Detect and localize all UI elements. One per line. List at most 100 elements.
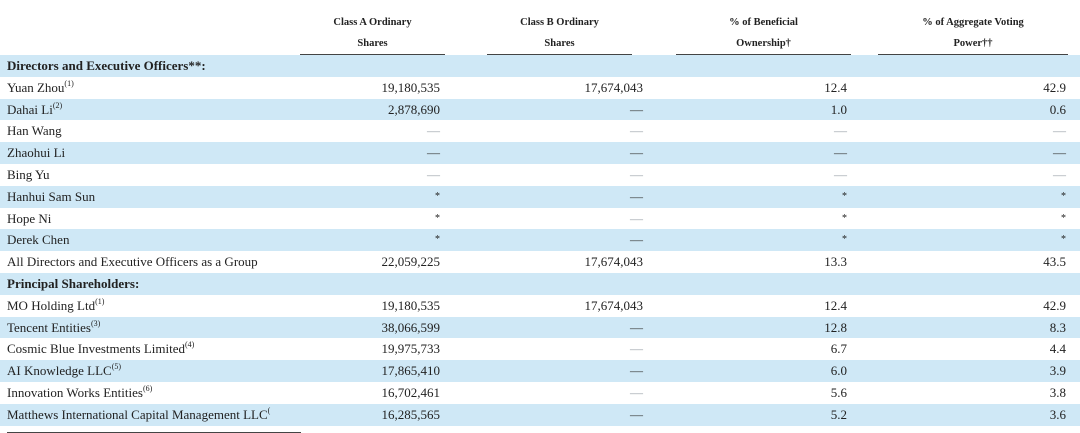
row-label: Matthews International Capital Managemen…: [7, 405, 271, 422]
cell-c: *: [842, 190, 847, 202]
cell-a: —: [427, 145, 440, 161]
row-label: Cosmic Blue Investments Limited(4): [7, 340, 195, 357]
table-row: Hope Ni * — * *: [0, 208, 1080, 230]
table-row: Yuan Zhou(1) 19,180,535 17,674,043 12.4 42.9: [0, 77, 1080, 99]
cell-b: —: [630, 188, 643, 204]
header-underline: [676, 54, 851, 55]
cell-b: —: [630, 319, 643, 335]
cell-a: —: [427, 123, 440, 139]
row-label: Innovation Works Entities(6): [7, 383, 153, 400]
table-row: Cosmic Blue Investments Limited(4) 19,975…: [0, 338, 1080, 360]
row-label: Hope Ni: [7, 210, 52, 226]
row-label: Zhaohui Li: [7, 145, 66, 161]
header-beneficial-ownership: % of Beneficial Ownership†: [676, 12, 851, 55]
cell-d: 4.4: [1049, 341, 1066, 357]
cell-d: *: [1061, 190, 1066, 202]
footnote-ref: (: [267, 405, 271, 415]
footnote-ref: (6): [142, 383, 153, 393]
header-voting-line1: % of Aggregate Voting: [922, 17, 1024, 28]
footnote-ref: (4): [185, 340, 195, 350]
header-class-b: Class B Ordinary Shares: [487, 12, 632, 55]
cell-d: 42.9: [1043, 79, 1066, 95]
cell-d: —: [1053, 145, 1066, 161]
header-voting-power: % of Aggregate Voting Power††: [878, 12, 1068, 55]
cell-a: 16,285,565: [381, 406, 441, 422]
cell-b: —: [630, 123, 643, 139]
table-row: AI Knowledge LLC(5) 17,865,410 — 6.0 3.9: [0, 360, 1080, 382]
footnote-ref: (1): [95, 296, 105, 306]
cell-d: 0.6: [1049, 101, 1066, 117]
cell-a: *: [435, 190, 440, 202]
cell-c: 5.2: [830, 406, 847, 422]
row-label: Bing Yu: [7, 166, 50, 182]
header-class-a: Class A Ordinary Shares: [300, 12, 445, 55]
header-class-b-line1: Class B Ordinary: [520, 17, 599, 28]
header-class-a-line2: Shares: [357, 38, 388, 49]
cell-d: —: [1053, 166, 1066, 182]
cell-d: *: [1061, 234, 1066, 246]
header-beneficial-line1: % of Beneficial: [729, 17, 798, 28]
cell-b: 17,674,043: [584, 297, 644, 313]
row-label: Han Wang: [7, 123, 62, 139]
ownership-table: Directors and Executive Officers**: Yuan …: [0, 55, 1080, 426]
row-label: Tencent Entities(3): [7, 318, 101, 335]
cell-d: 3.9: [1049, 363, 1066, 379]
cell-d: 3.8: [1049, 384, 1066, 400]
row-label: Principal Shareholders:: [7, 275, 140, 291]
row-label: Yuan Zhou(1): [7, 78, 74, 95]
footnote-ref: (1): [64, 78, 74, 88]
cell-c: 12.4: [824, 79, 847, 95]
cell-b: —: [630, 384, 643, 400]
row-label: MO Holding Ltd(1): [7, 296, 105, 313]
cell-b: —: [630, 232, 643, 248]
cell-a: 16,702,461: [381, 384, 441, 400]
cell-d: —: [1053, 123, 1066, 139]
table-row: All Directors and Executive Officers as …: [0, 251, 1080, 273]
cell-d: 42.9: [1043, 297, 1066, 313]
cell-b: —: [630, 406, 643, 422]
footnote-ref: (3): [90, 318, 101, 328]
cell-a: 2,878,690: [388, 101, 440, 117]
table-row: MO Holding Ltd(1) 19,180,535 17,674,043 12.…: [0, 295, 1080, 317]
cell-b: —: [630, 101, 643, 117]
header-beneficial-line2: Ownership†: [736, 38, 791, 49]
cell-a: 22,059,225: [381, 254, 441, 270]
cell-b: —: [630, 145, 643, 161]
cell-a: 17,865,410: [381, 363, 441, 379]
section-header-row: Directors and Executive Officers**:: [0, 55, 1080, 77]
row-label: Derek Chen: [7, 232, 70, 248]
header-underline: [878, 54, 1068, 55]
cell-b: 17,674,043: [584, 79, 644, 95]
table-row: Innovation Works Entities(6) 16,702,461 — 5…: [0, 382, 1080, 404]
cell-a: 19,975,733: [381, 341, 441, 357]
table-row: Derek Chen * — * *: [0, 229, 1080, 252]
cell-a: 19,180,535: [381, 297, 441, 313]
cell-a: —: [427, 166, 440, 182]
row-label: Hanhui Sam Sun: [7, 188, 96, 204]
cell-b: 17,674,043: [584, 254, 644, 270]
cell-c: 13.3: [824, 254, 847, 270]
header-class-a-line1: Class A Ordinary: [333, 17, 412, 28]
cell-a: *: [435, 234, 440, 246]
header-underline: [487, 54, 632, 55]
cell-b: —: [630, 166, 643, 182]
cell-c: —: [834, 123, 847, 139]
cell-b: —: [630, 363, 643, 379]
header-class-b-line2: Shares: [544, 38, 575, 49]
section-header-row: Principal Shareholders:: [0, 272, 1080, 295]
table-row: Han Wang — — — —: [0, 120, 1080, 142]
cell-c: 12.4: [824, 297, 847, 313]
cell-d: 8.3: [1049, 319, 1066, 335]
cell-c: —: [834, 166, 847, 182]
cell-c: 6.7: [830, 341, 847, 357]
header-underline: [300, 54, 445, 55]
cell-c: 1.0: [830, 101, 847, 117]
table-row: Tencent Entities(3) 38,066,599 — 12.8 8.3: [0, 316, 1080, 339]
cell-a: *: [435, 212, 440, 224]
cell-b: —: [630, 210, 643, 226]
header-voting-line2: Power††: [953, 38, 993, 49]
cell-c: *: [842, 234, 847, 246]
cell-c: 6.0: [830, 363, 847, 379]
table-row: Zhaohui Li — — — —: [0, 142, 1080, 164]
cell-a: 38,066,599: [381, 319, 441, 335]
